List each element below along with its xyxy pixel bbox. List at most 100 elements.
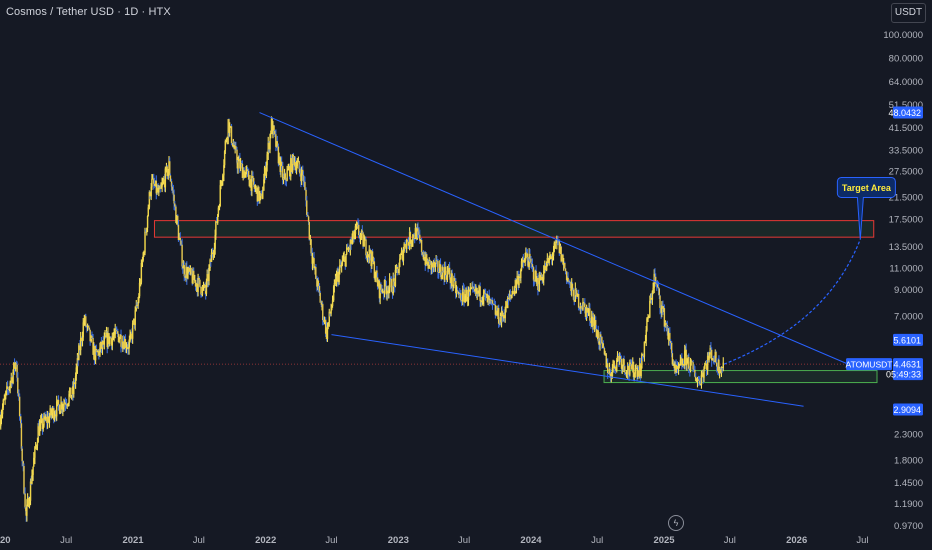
candle-body (272, 125, 274, 134)
candle-body (191, 274, 193, 284)
candle-body (510, 295, 512, 296)
candle-body (160, 186, 162, 189)
candle-body (371, 251, 373, 267)
candle-body (609, 368, 611, 374)
candle-body (599, 334, 601, 345)
candle-body (331, 305, 333, 310)
candle-body (668, 332, 670, 340)
candle-body (420, 239, 423, 253)
candle-body (128, 340, 131, 343)
candle-body (174, 203, 176, 207)
candle-body (637, 370, 639, 377)
candle-body (345, 254, 347, 267)
candle-body (487, 295, 489, 303)
candle-body (43, 416, 45, 426)
candle-body (183, 265, 185, 277)
candle-body (656, 283, 658, 285)
candle-body (507, 297, 510, 300)
candle-body (63, 402, 65, 407)
candle-body (513, 291, 515, 295)
resistance-zone[interactable] (153, 220, 875, 238)
candle-body (628, 373, 630, 375)
candle-body (147, 207, 149, 216)
candle-body (298, 161, 300, 169)
candle-body (711, 358, 714, 361)
candle-body (672, 363, 674, 365)
candle-body (576, 290, 578, 297)
candle-body (332, 286, 335, 301)
candle-body (548, 257, 550, 263)
candle-body (192, 270, 194, 284)
candle-body (458, 292, 460, 294)
candle-body (486, 293, 489, 303)
candle-body (44, 416, 46, 420)
candle-body (320, 302, 322, 305)
candle-body (195, 283, 198, 287)
candle-body (167, 169, 169, 177)
candle-body (507, 297, 509, 309)
candle-body (109, 337, 111, 345)
candle-body (659, 295, 661, 308)
candle-body (444, 266, 447, 276)
candle-body (535, 270, 537, 282)
candle-body (496, 310, 498, 316)
price-label-box (893, 333, 923, 346)
projection-curve[interactable] (723, 239, 861, 365)
candle-body (380, 284, 382, 290)
target-callout[interactable] (836, 176, 896, 240)
candle-body (352, 231, 354, 239)
candle-body (163, 179, 166, 188)
candle-body (622, 359, 625, 366)
candle-body (436, 260, 438, 262)
upper-trendline[interactable] (259, 112, 852, 367)
candle-body (575, 288, 577, 291)
candle-body (543, 271, 545, 280)
candle-body (561, 254, 563, 262)
flash-icon[interactable]: ϟ (668, 515, 684, 531)
candle-body (652, 287, 654, 292)
candle-body (467, 299, 469, 302)
candle-body (623, 359, 625, 367)
candle-body (67, 403, 70, 405)
candle-body (299, 168, 301, 174)
support-zone[interactable] (603, 370, 878, 384)
candle-body (566, 277, 569, 281)
candle-body (428, 259, 430, 269)
candle-body (257, 186, 259, 202)
candle-body (464, 296, 466, 303)
candle-body (4, 396, 6, 399)
currency-button[interactable]: USDT (891, 3, 926, 23)
candle-body (82, 322, 84, 338)
candle-body (633, 373, 635, 378)
candle-body (170, 181, 173, 187)
candle-body (269, 134, 271, 150)
candle-body (479, 286, 481, 302)
candle-body (471, 286, 473, 289)
candle-body (131, 333, 133, 339)
candle-body (175, 206, 177, 224)
candle-body (3, 398, 6, 401)
candle-body (541, 276, 543, 281)
candle-body (35, 445, 38, 447)
candle-body (542, 279, 544, 281)
candle-body (596, 330, 599, 337)
candle-body (520, 261, 523, 270)
candle-body (182, 266, 184, 269)
lower-trendline[interactable] (331, 334, 804, 407)
candle-body (232, 144, 235, 147)
candle-body (673, 363, 675, 369)
y-tick-label: 1.4500 (894, 478, 923, 489)
symbol-title: Cosmos / Tether USD · 1D · HTX (6, 6, 171, 18)
candle-body (102, 340, 104, 345)
candle-body (490, 299, 492, 301)
candle-body (64, 402, 67, 405)
candle-body (475, 287, 477, 292)
candle-body (638, 363, 641, 377)
candle-body (126, 347, 128, 348)
candle-body (626, 365, 629, 374)
candle-body (400, 250, 403, 254)
candle-body (25, 507, 27, 512)
candle-body (234, 146, 236, 149)
countdown: 05:49:33 (886, 370, 921, 380)
